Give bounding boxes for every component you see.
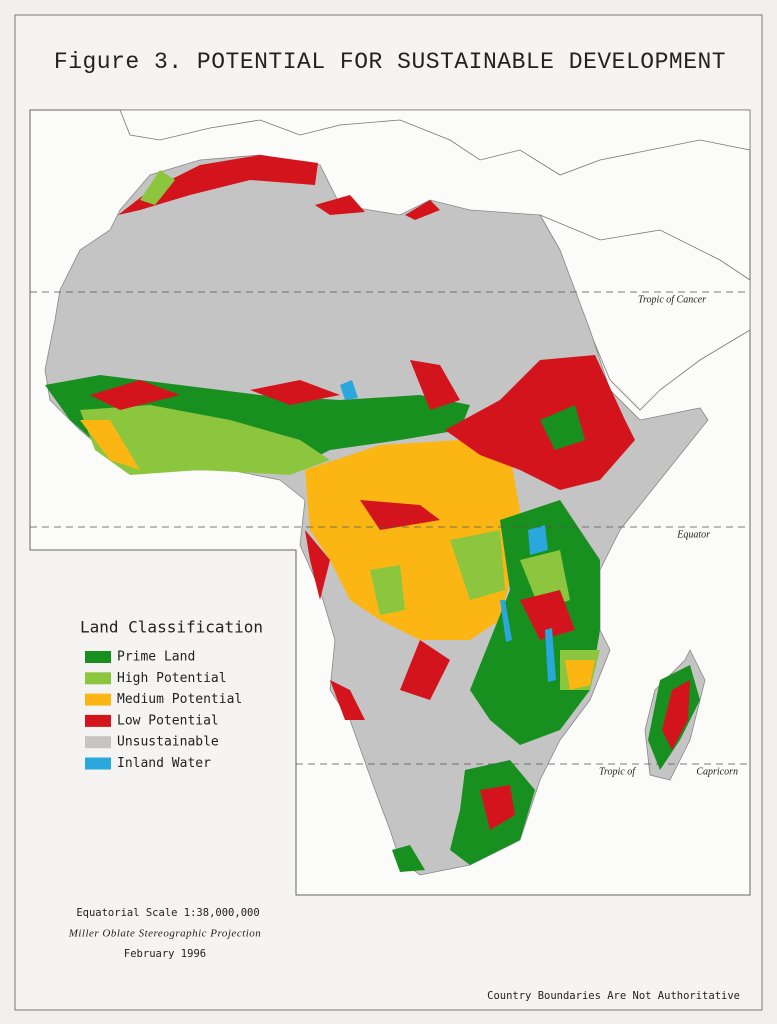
class-area [140,170,175,205]
disclaimer: Country Boundaries Are Not Authoritative [487,990,740,1002]
legend-swatch [85,714,111,727]
legend-label: Inland Water [117,756,211,771]
class-area [370,530,505,615]
legend-swatch [85,693,111,706]
legend-swatch [85,651,111,663]
class-area [80,405,330,475]
tropic-of-cancer-label: Tropic of Cancer [638,294,706,305]
class-area [305,440,520,640]
legend: Prime Land High Potential Medium Potential… [85,650,242,771]
legend-swatch [85,757,111,770]
class-area [520,590,575,640]
tropic-of-capricorn-label: Tropic of [599,766,636,777]
tropic-of-capricorn-label: Capricorn [696,766,738,777]
class-area [118,155,318,215]
class-area [305,500,450,720]
class-area [565,660,595,690]
map-title: Figure 3. POTENTIAL FOR SUSTAINABLE DEVE… [54,49,726,75]
scale-note: Equatorial Scale 1:38,000,000 [76,907,259,919]
legend-title: Land Classification [80,618,263,637]
class-area [480,785,515,830]
date-note: February 1996 [124,948,206,960]
class-area [392,845,425,872]
class-area [445,355,635,490]
legend-label: Low Potential [117,713,219,728]
water-body [340,380,556,682]
legend-swatch [85,672,111,685]
legend-label: Unsustainable [117,735,219,750]
class-area [405,200,440,220]
projection-note: Miller Oblate Stereographic Projection [68,928,262,940]
equator-label: Equator [676,529,710,540]
legend-label: Medium Potential [117,692,242,707]
legend-swatch [85,736,111,749]
class-area [540,405,585,450]
class-area [520,550,600,690]
legend-label: High Potential [117,671,227,686]
land-classes [45,155,700,872]
legend-label: Prime Land [117,650,195,665]
class-area [80,420,140,470]
class-area [662,680,690,750]
class-area [90,360,460,410]
class-area [315,195,365,215]
europe-land [119,109,751,176]
